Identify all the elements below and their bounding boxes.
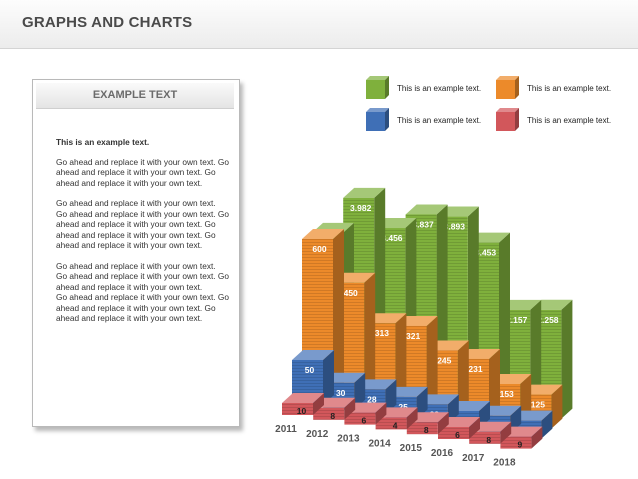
panel-paragraph-4: Go ahead and replace it with your own te… (56, 260, 229, 324)
bar-front (344, 412, 376, 425)
panel-body: This is an example text. Go ahead and re… (56, 137, 230, 334)
bar-side (489, 348, 500, 419)
data-label: 6 (362, 416, 367, 426)
bar-top (343, 187, 386, 198)
data-label: 313 (375, 328, 389, 338)
data-label: 321 (406, 331, 420, 341)
data-label: 125 (531, 400, 545, 410)
legend-label-orange: This is an example text. (527, 84, 612, 93)
bar-side (333, 229, 344, 395)
bar-side (469, 417, 480, 439)
x-tick-label: 2014 (368, 438, 391, 449)
x-tick-label: 2013 (337, 434, 360, 445)
bar-side (416, 386, 428, 420)
bar-side (385, 379, 397, 415)
legend-swatch-orange (496, 76, 519, 99)
bar-top (405, 204, 448, 215)
panel-header: EXAMPLE TEXT (36, 83, 234, 109)
data-label: 10 (297, 406, 307, 416)
panel-title: EXAMPLE TEXT (92, 89, 178, 101)
bar-side (531, 426, 543, 449)
header-bar: GRAPHS AND CHARTS (0, 0, 638, 49)
legend-label-blue: This is an example text. (397, 116, 482, 125)
data-label: 4 (393, 420, 398, 430)
x-tick-label: 2017 (462, 453, 485, 464)
data-label: 245 (437, 356, 451, 366)
bar-top (302, 229, 344, 239)
x-tick-label: 2012 (306, 429, 329, 440)
data-label: 450 (344, 288, 358, 298)
data-label: 3.453 (475, 248, 497, 258)
bar-side (344, 397, 356, 420)
legend-label-red: This is an example text. (527, 116, 612, 125)
bar-side (551, 384, 563, 429)
panel-paragraph-1: This is an example text. (56, 137, 150, 147)
data-label: 231 (468, 364, 482, 374)
data-label: 3.893 (444, 222, 466, 232)
data-label: 8 (330, 411, 335, 421)
bar-front (469, 431, 501, 444)
bar-side (561, 299, 573, 419)
page-title: GRAPHS AND CHARTS (22, 14, 193, 31)
data-label: 6 (455, 430, 460, 440)
bar-front (438, 427, 469, 439)
data-label: 3.456 (381, 233, 403, 243)
bar-side (457, 340, 469, 415)
legend-swatch-blue (366, 108, 389, 131)
bar-side (437, 412, 449, 435)
data-label: 8 (486, 435, 491, 445)
bar-red-2017: 8 (469, 421, 512, 445)
data-label: 9 (518, 440, 523, 450)
bar-side (499, 232, 510, 409)
bar-side (323, 350, 334, 405)
data-label: 3.982 (350, 203, 372, 213)
bar-red-2013: 6 (344, 402, 387, 426)
x-tick-label: 2016 (431, 448, 454, 459)
x-tick-label: 2011 (275, 424, 297, 435)
bar-side (406, 407, 418, 430)
data-label: 600 (312, 244, 326, 254)
data-label: 30 (336, 388, 346, 398)
bar-side (313, 393, 324, 415)
bar-red-2011: 10 (282, 393, 324, 416)
bar-front (282, 403, 313, 415)
data-label: 2.258 (537, 315, 559, 325)
x-tick-label: 2018 (493, 458, 516, 469)
bar-front (406, 422, 438, 435)
bar-front (313, 407, 345, 420)
data-label: 8 (424, 425, 429, 435)
legend-label-green: This is an example text. (397, 84, 482, 93)
bar-top (292, 350, 334, 360)
bar-side (375, 402, 387, 425)
bar-side (354, 372, 366, 410)
bar-side (364, 272, 376, 400)
x-tick-label: 2015 (400, 443, 423, 454)
example-text-panel: EXAMPLE TEXT This is an example text. Go… (32, 79, 240, 427)
bar-side (395, 313, 407, 405)
bar-side (447, 394, 459, 425)
panel-paragraph-2: Go ahead and replace it with your own te… (56, 156, 229, 188)
data-label: 153 (500, 389, 514, 399)
bar-front (500, 436, 532, 449)
data-label: 25 (398, 402, 408, 412)
legend-swatch-green (366, 76, 389, 99)
panel-paragraph-3: Go ahead and replace it with your own te… (56, 198, 229, 250)
bar-front (375, 417, 407, 430)
legend-swatch-red (496, 108, 519, 131)
data-label: 3.837 (412, 219, 434, 229)
data-label: 50 (305, 365, 315, 375)
bar-side (541, 410, 553, 439)
data-label: 2.157 (506, 315, 528, 325)
bar-side (426, 315, 438, 410)
bar-side (500, 421, 512, 444)
data-label: 28 (367, 394, 377, 404)
bar-top (282, 393, 324, 403)
